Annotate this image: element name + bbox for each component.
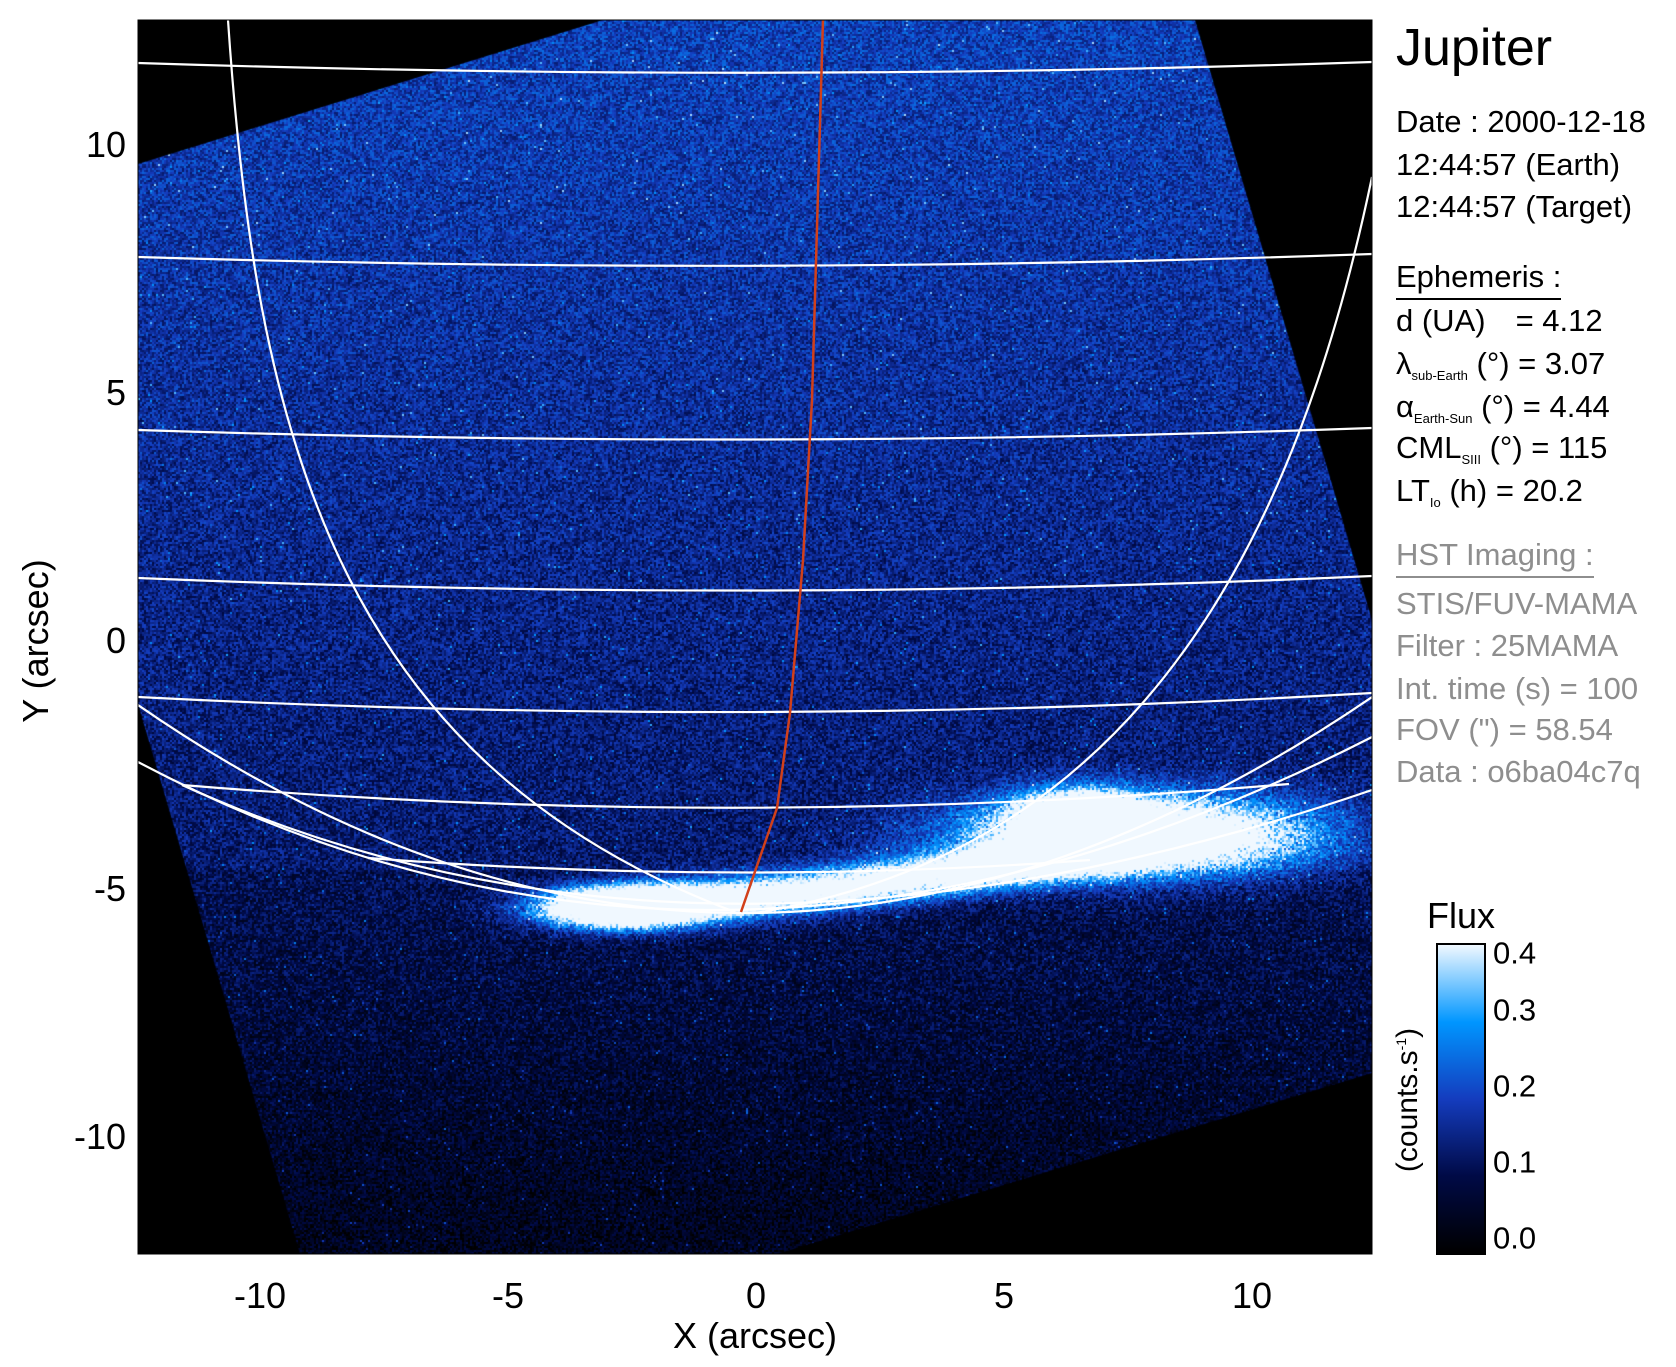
time-target: 12:44:57 (Target) [1396,191,1632,222]
colorbar-tick-label: 0.3 [1493,995,1536,1026]
y-tick-label: 10 [86,127,126,163]
limb-curve [138,697,1372,913]
x-tick-label: -10 [234,1278,286,1314]
colorbar-tick-label: 0.0 [1493,1223,1536,1254]
planet-title: Jupiter [1396,22,1552,74]
y-tick-label: 5 [106,375,126,411]
colorbar-tick-label: 0.1 [1493,1147,1536,1178]
latitude-line [138,428,1372,440]
filter: Filter : 25MAMA [1396,630,1618,661]
ephemeris-cml: CMLSIII (°) = 115 [1396,432,1607,475]
colorbar-unit-label: (counts.s-1) [1391,1028,1425,1172]
field-of-view: FOV (") = 58.54 [1396,714,1613,745]
ephemeris-header: Ephemeris : [1396,259,1561,300]
longitude-line [228,20,735,912]
colorbar-tick-label: 0.2 [1493,1071,1536,1102]
dataset-id: Data : o6ba04c7q [1396,756,1641,787]
ephemeris-phase-angle: αEarth-Sun (°) = 4.44 [1396,391,1610,434]
central-meridian-line [741,20,823,912]
hst-imaging-header: HST Imaging : [1396,537,1594,578]
latitude-line [138,693,1372,712]
y-tick-label: -10 [74,1119,126,1155]
colorbar-title: Flux [1427,898,1495,934]
x-tick-label: -5 [492,1278,524,1314]
y-tick-label: -5 [94,871,126,907]
longitude-line [755,177,1372,913]
ephemeris-io-local-time: LTIo (h) = 20.2 [1396,475,1583,518]
plot-frame [138,20,1372,1254]
latitude-line [138,62,1372,73]
observation-date: Date : 2000-12-18 [1396,106,1646,137]
colorbar [1436,943,1486,1255]
latitude-line [368,858,1090,873]
instrument: STIS/FUV-MAMA [1396,588,1637,619]
colorbar-tick-label: 0.4 [1493,938,1536,969]
integration-time: Int. time (s) = 100 [1396,673,1638,704]
latitude-line [182,784,1289,808]
latitude-line [138,254,1372,266]
x-tick-label: 5 [994,1278,1014,1314]
time-earth: 12:44:57 (Earth) [1396,149,1620,180]
ephemeris-sub-earth-latitude: λsub-Earth (°) = 3.07 [1396,348,1605,391]
x-axis-label: X (arcsec) [673,1315,837,1357]
y-tick-label: 0 [106,623,126,659]
limb-curve [138,737,1372,910]
y-axis-label: Y (arcsec) [15,559,57,722]
x-tick-label: 10 [1232,1278,1272,1314]
x-tick-label: 0 [746,1278,766,1314]
latitude-line [138,576,1372,591]
ephemeris-distance: d (UA) = 4.12 [1396,305,1603,336]
